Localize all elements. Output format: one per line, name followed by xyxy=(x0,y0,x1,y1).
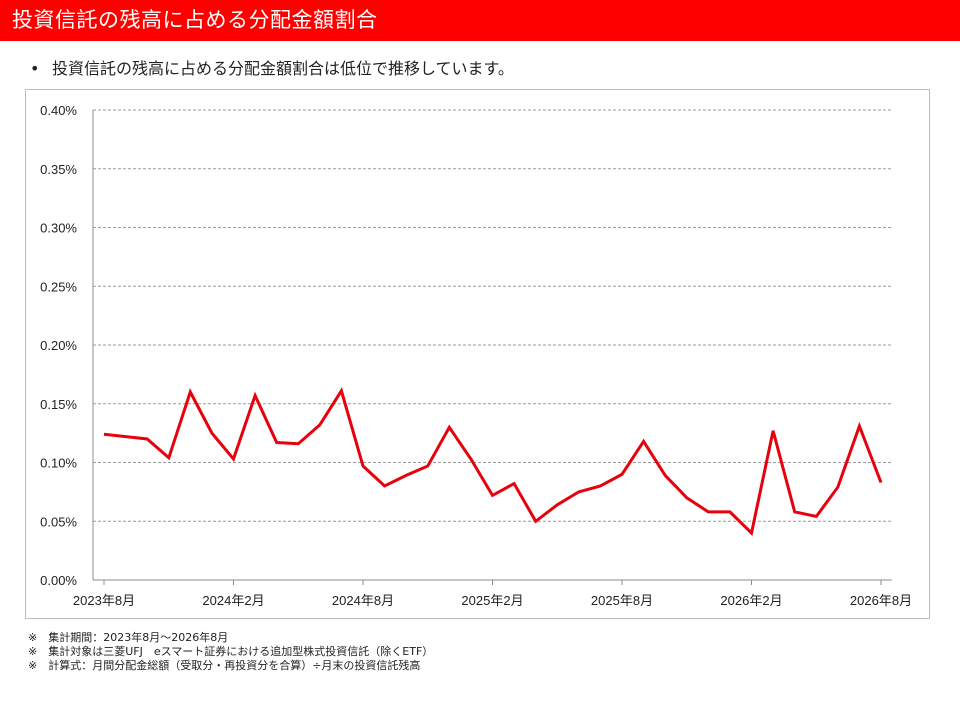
y-tick-label: 0.35% xyxy=(40,162,77,177)
title-bar: 投資信託の残高に占める分配金額割合 xyxy=(0,0,960,41)
bullet-mark: • xyxy=(30,59,40,78)
x-tick-label: 2024年2月 xyxy=(202,593,264,608)
x-tick-label: 2026年2月 xyxy=(720,593,782,608)
y-tick-label: 0.40% xyxy=(40,103,77,118)
y-tick-label: 0.00% xyxy=(40,573,77,588)
footnotes: ※ 集計期間：2023年8月～2026年8月 ※ 集計対象は三菱UFJ eスマー… xyxy=(28,631,433,673)
y-tick-label: 0.15% xyxy=(40,397,77,412)
footnote-period: ※ 集計期間：2023年8月～2026年8月 xyxy=(28,631,229,644)
x-tick-label: 2024年8月 xyxy=(332,593,394,608)
summary-text: 投資信託の残高に占める分配金額割合は低位で推移しています。 xyxy=(52,59,514,78)
y-tick-label: 0.30% xyxy=(40,221,77,236)
y-tick-label: 0.20% xyxy=(40,338,77,353)
footnote-target: ※ 集計対象は三菱UFJ eスマート証券における追加型株式投資信託（除くETF） xyxy=(28,645,434,658)
y-tick-label: 0.25% xyxy=(40,279,77,294)
chart-frame xyxy=(25,89,930,619)
x-tick-label: 2026年8月 xyxy=(850,593,912,608)
y-tick-label: 0.05% xyxy=(40,514,77,529)
y-tick-label: 0.10% xyxy=(40,456,77,471)
footnote-formula: ※ 計算式：月間分配金総額（受取分・再投資分を合算）÷月末の投資信託残高 xyxy=(28,659,421,672)
series-line xyxy=(103,387,883,536)
summary-bullet: • 投資信託の残高に占める分配金額割合は低位で推移しています。 xyxy=(30,58,514,80)
page-title: 投資信託の残高に占める分配金額割合 xyxy=(12,8,378,32)
x-tick-label: 2025年2月 xyxy=(461,593,523,608)
x-tick-label: 2023年8月 xyxy=(73,593,135,608)
x-tick-label: 2025年8月 xyxy=(591,593,653,608)
